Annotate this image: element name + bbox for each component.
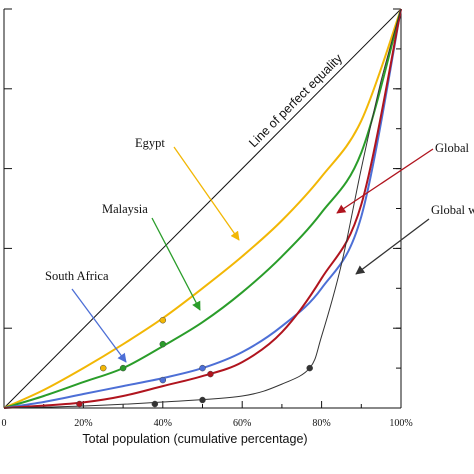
marker-malaysia — [119, 364, 127, 372]
arrow-malaysia — [151, 217, 201, 311]
x-axis-label: Total population (cumulative percentage) — [82, 432, 307, 446]
arrow-global — [336, 148, 434, 214]
x-tick-label: 20% — [74, 418, 92, 429]
curve-egypt — [3, 8, 402, 409]
marker-malaysia — [159, 340, 167, 348]
annotation-malaysia: Malaysia — [102, 202, 148, 216]
x-tick-label: 60% — [233, 418, 251, 429]
axis-ticks: 0 20% 40% 60% 80% 100% — [2, 8, 413, 429]
marker-south-africa — [199, 364, 206, 372]
x-tick-label: 40% — [154, 418, 172, 429]
marker-global — [76, 400, 83, 408]
x-tick-label: 100% — [389, 418, 412, 429]
annotation-egypt: Egypt — [135, 136, 165, 150]
arrow-global-w — [355, 218, 430, 275]
arrow-egypt — [173, 146, 240, 241]
curve-malaysia — [3, 8, 402, 409]
marker-south-africa — [159, 376, 167, 384]
x-tick-label: 0 — [2, 418, 7, 429]
marker-egypt — [159, 316, 167, 324]
x-tick-label: 80% — [312, 418, 330, 429]
curve-south-africa — [3, 8, 402, 409]
marker-global-w — [306, 364, 313, 372]
annotation-global: Global — [435, 141, 470, 155]
equality-line-group: Line of perfect equality — [3, 8, 402, 409]
arrow-south-africa — [71, 288, 127, 363]
equality-line-label: Line of perfect equality — [246, 51, 345, 150]
marker-egypt — [100, 364, 107, 372]
marker-global-w — [151, 400, 159, 408]
marker-global — [207, 370, 214, 378]
line-of-perfect-equality — [3, 8, 402, 409]
annotation-global-w: Global w — [431, 203, 474, 217]
series-markers — [76, 316, 313, 408]
annotation-south-africa: South Africa — [45, 269, 109, 283]
series-annotations: Egypt Malaysia South Africa Global Global w — [45, 136, 474, 363]
marker-global-w — [199, 396, 206, 404]
